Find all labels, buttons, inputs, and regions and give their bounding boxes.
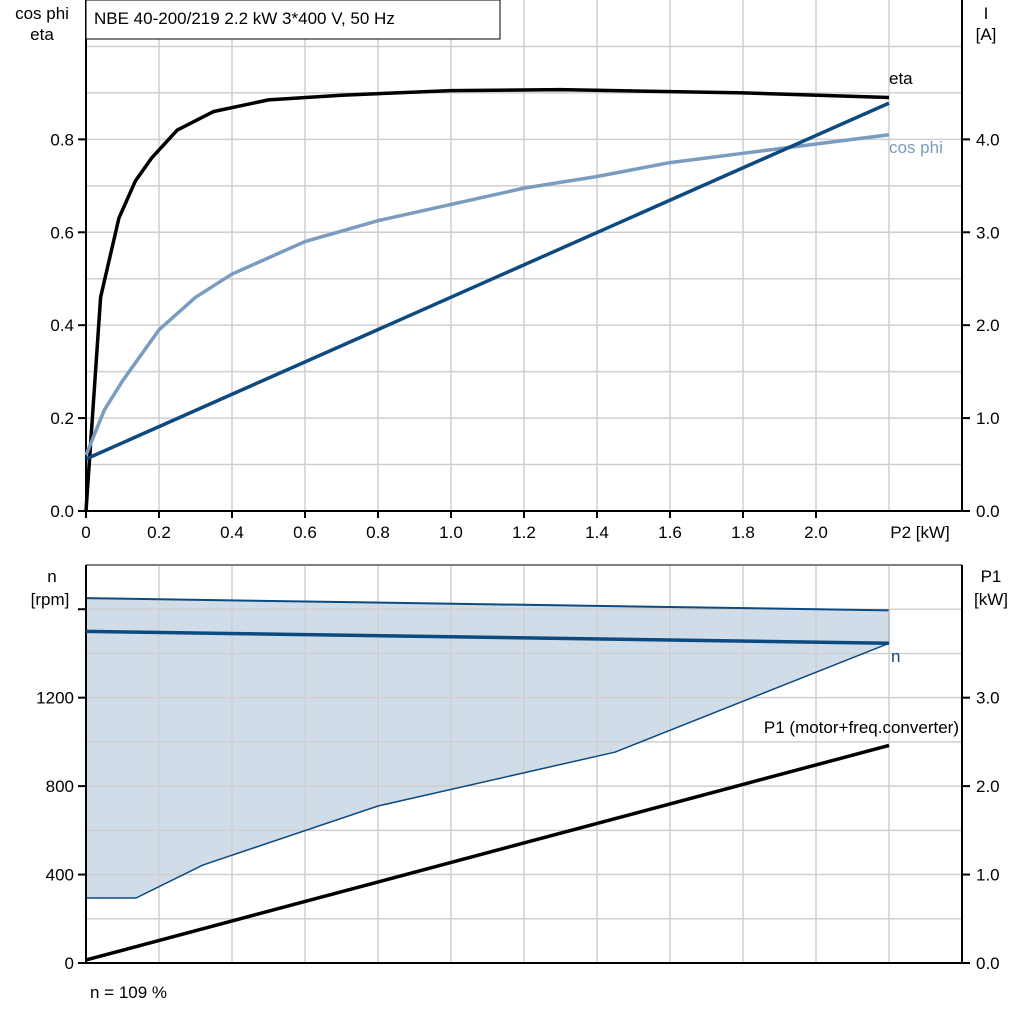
y-right-tick-label: 3.0 (976, 223, 1000, 242)
y-axis-label-line1: cos phi (15, 4, 69, 23)
x-tick-label: 0.6 (293, 523, 317, 542)
series-line-p1 (85, 743, 890, 962)
x-tick-label: 1.0 (439, 523, 463, 542)
series-label-cos-phi: cos phi (889, 138, 943, 157)
x-tick-label: 0.8 (366, 523, 390, 542)
y-right-tick-label: 2.0 (976, 777, 1000, 796)
y-right-tick-label: 2.0 (976, 316, 1000, 335)
chart-title: NBE 40-200/219 2.2 kW 3*400 V, 50 Hz (94, 9, 395, 28)
x-tick-label: 2.0 (804, 523, 828, 542)
y-tick-label: 0.4 (50, 316, 74, 335)
y-right-axis-label-line2: [A] (976, 25, 997, 44)
y-tick-label: 0.6 (50, 223, 74, 242)
x-tick-label: 1.2 (512, 523, 536, 542)
y-right-tick-label: 0.0 (976, 502, 1000, 521)
y-tick-label: 0 (65, 954, 74, 973)
y-tick-label: 0.2 (50, 409, 74, 428)
x-tick-label: 0.4 (220, 523, 244, 542)
y-right-tick-label: 3.0 (976, 689, 1000, 708)
x-axis-label: P2 [kW] (890, 523, 950, 542)
y-tick-label: 0.0 (50, 502, 74, 521)
x-tick-label: 1.6 (658, 523, 682, 542)
band-lower-edge (86, 642, 890, 899)
y-right-axis-label-line1: P1 (981, 567, 1002, 586)
y-right-axis-label-line1: I (984, 4, 989, 23)
operating-range-band (86, 598, 889, 898)
y-tick-label: 800 (46, 777, 74, 796)
y-right-tick-label: 0.0 (976, 954, 1000, 973)
y-axis-label-line2: [rpm] (31, 590, 70, 609)
x-tick-label: 0 (81, 523, 90, 542)
series-label-p1: P1 (motor+freq.converter) (764, 718, 959, 737)
y-right-tick-label: 1.0 (976, 866, 1000, 885)
x-tick-label: 0.2 (147, 523, 171, 542)
title-box (85, 0, 501, 40)
y-right-tick-label: 4.0 (976, 130, 1000, 149)
y-right-axis-label-line2: [kW] (974, 590, 1008, 609)
y-right-tick-label: 1.0 (976, 409, 1000, 428)
y-tick-label: 0.8 (50, 130, 74, 149)
x-tick-label: 1.4 (585, 523, 609, 542)
series-line-cos-phi (84, 132, 890, 456)
x-tick-label: 1.8 (731, 523, 755, 542)
series-label-n: n (891, 647, 900, 666)
series-line-n (85, 629, 890, 646)
footnote: n = 109 % (90, 983, 167, 1002)
y-axis-label-line1: n (47, 567, 56, 586)
y-tick-label: 400 (46, 866, 74, 885)
y-tick-label: 1200 (36, 689, 74, 708)
series-line-I (85, 101, 890, 461)
series-line-eta (84, 87, 890, 512)
band-upper-edge (85, 597, 890, 612)
y-axis-label-line2: eta (30, 25, 54, 44)
series-label-eta: eta (889, 69, 913, 88)
